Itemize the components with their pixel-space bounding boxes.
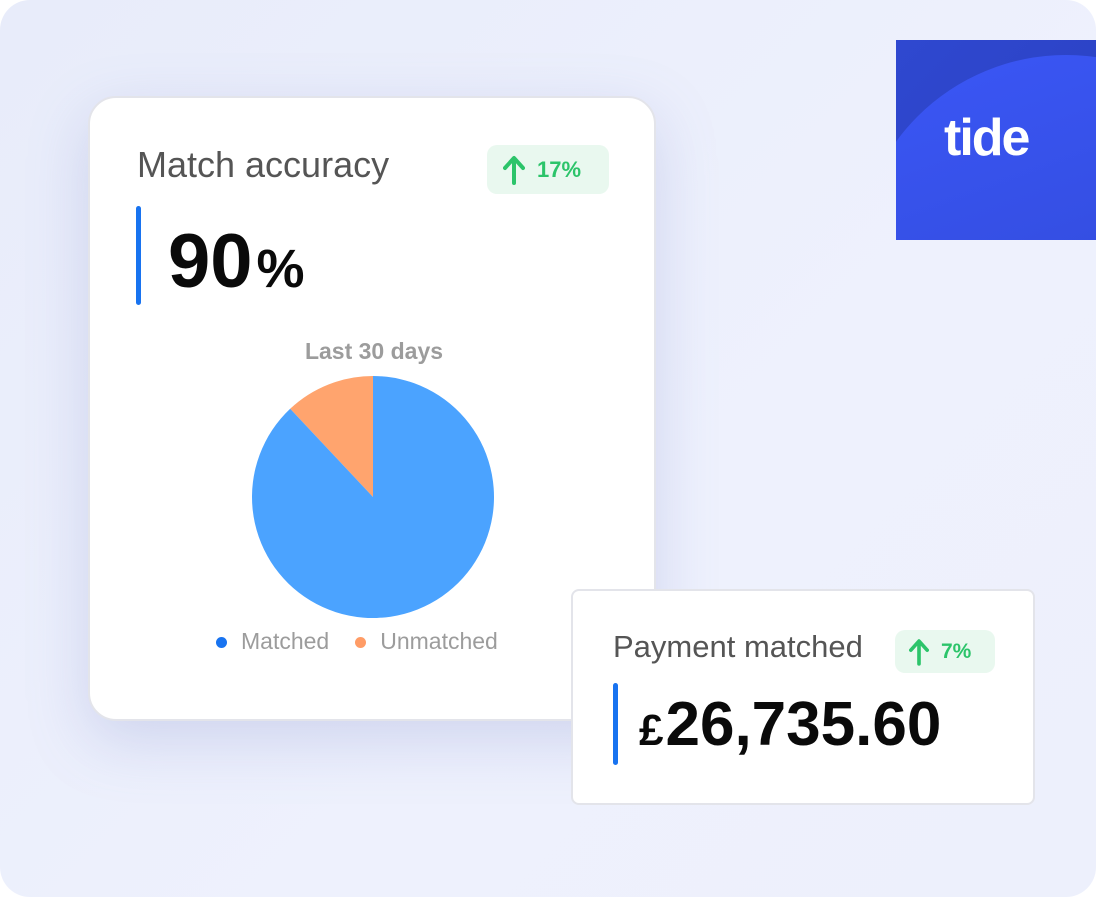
match-accuracy-card: Match accuracy 17% 90% Last 30 days Matc… bbox=[88, 96, 656, 721]
change-badge: 7% bbox=[895, 630, 995, 673]
accent-bar bbox=[613, 683, 618, 765]
accent-bar bbox=[136, 206, 141, 305]
payment-matched-card: Payment matched 7% £26,735.60 bbox=[571, 589, 1035, 805]
change-value: 17% bbox=[537, 156, 582, 182]
pie-chart bbox=[252, 376, 494, 618]
legend-item-unmatched[interactable]: Unmatched bbox=[355, 628, 498, 655]
arrow-up-icon bbox=[909, 638, 929, 666]
pie-slice-matched[interactable] bbox=[252, 376, 494, 618]
arrow-up-icon bbox=[503, 155, 525, 185]
card-title: Payment matched bbox=[613, 629, 863, 664]
payment-value: £26,735.60 bbox=[639, 690, 942, 759]
change-badge: 17% bbox=[487, 145, 609, 194]
tide-logo: tide bbox=[896, 40, 1096, 240]
card-title: Match accuracy bbox=[137, 144, 390, 185]
accuracy-value: 90% bbox=[168, 219, 305, 304]
chart-legend: Matched Unmatched bbox=[216, 628, 498, 655]
chart-title: Last 30 days bbox=[304, 338, 444, 364]
pie-slice-unmatched[interactable] bbox=[290, 376, 373, 497]
legend-item-matched[interactable]: Matched bbox=[216, 628, 329, 655]
logo-text: tide bbox=[944, 109, 1030, 167]
change-value: 7% bbox=[941, 639, 972, 663]
